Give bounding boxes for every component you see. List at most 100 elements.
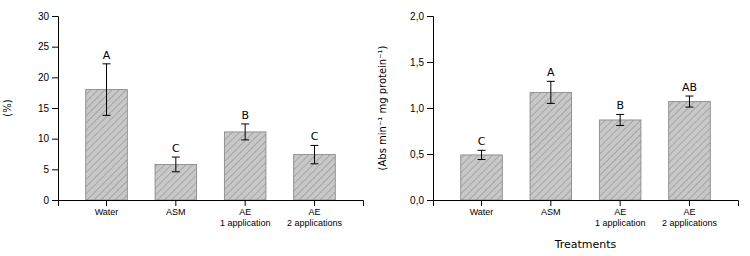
y-tick-mark bbox=[52, 16, 58, 17]
x-tick-label: Water bbox=[470, 207, 494, 217]
error-bar bbox=[547, 81, 555, 103]
y-tick-mark bbox=[427, 200, 433, 201]
bar bbox=[669, 102, 711, 200]
x-tick: Water bbox=[470, 200, 494, 217]
y-axis-line bbox=[52, 17, 59, 201]
x-tick-mark bbox=[689, 200, 690, 206]
error-bar-stem bbox=[689, 96, 690, 107]
y-tick-mark bbox=[52, 108, 58, 109]
plot-area bbox=[461, 81, 711, 200]
y-tick: 1,0 bbox=[410, 103, 433, 114]
error-bar-cap bbox=[103, 63, 111, 64]
error-bar-stem bbox=[481, 150, 482, 159]
error-bar-cap bbox=[241, 123, 249, 124]
x-axis-title: Treatments bbox=[554, 238, 617, 251]
significance-letter: A bbox=[547, 66, 555, 79]
significance-letter: B bbox=[616, 99, 624, 112]
error-bar bbox=[478, 150, 486, 159]
y-tick-label: 25 bbox=[38, 41, 50, 52]
x-tick: Water bbox=[95, 200, 119, 217]
bar bbox=[461, 155, 503, 200]
error-bar-cap bbox=[103, 115, 111, 116]
x-tick-label: ASM bbox=[541, 207, 561, 217]
x-tick: AE2 applications bbox=[287, 200, 343, 228]
y-tick: 5 bbox=[43, 164, 58, 175]
y-tick-label: 5 bbox=[43, 164, 49, 175]
error-bar bbox=[172, 157, 180, 172]
y-tick-label: 30 bbox=[38, 11, 50, 22]
error-bar-stem bbox=[175, 157, 176, 172]
error-bar bbox=[685, 96, 693, 107]
y-tick: 0,5 bbox=[410, 149, 433, 160]
x-axis: Water ASM AE1 application AE2 applications bbox=[434, 200, 739, 228]
error-bar-cap bbox=[547, 103, 555, 104]
y-tick-label: 0 bbox=[43, 195, 49, 206]
y-tick-label: 0,0 bbox=[410, 195, 424, 206]
x-tick: ASM bbox=[541, 200, 561, 217]
x-tick-label: AE2 applications bbox=[662, 207, 718, 227]
significance-letter: C bbox=[172, 142, 180, 155]
y-axis: 0,0 0,5 1,0 1,5 2,0 bbox=[410, 11, 433, 206]
x-axis-line bbox=[434, 201, 739, 207]
y-axis-line bbox=[427, 17, 434, 201]
y-tick: 2,0 bbox=[410, 11, 433, 22]
x-tick-label: ASM bbox=[166, 207, 186, 217]
error-bar-cap bbox=[616, 114, 624, 115]
bar bbox=[224, 132, 266, 200]
significance-letter: C bbox=[311, 130, 319, 143]
y-tick: 15 bbox=[38, 103, 58, 114]
error-bar-stem bbox=[620, 114, 621, 125]
y-tick-label: 10 bbox=[38, 133, 50, 144]
significance-letter: AB bbox=[682, 81, 697, 94]
y-tick-label: 15 bbox=[38, 103, 50, 114]
y-tick-mark bbox=[52, 169, 58, 170]
significance-letter: A bbox=[103, 49, 111, 62]
x-tick: AE1 application bbox=[595, 200, 646, 228]
error-bar bbox=[241, 124, 249, 140]
x-tick-label: Water bbox=[95, 207, 119, 217]
error-bar-cap bbox=[478, 159, 486, 160]
y-axis: 0 5 10 15 20 25 30 bbox=[38, 11, 59, 206]
error-bar-cap bbox=[547, 81, 555, 82]
x-tick-mark bbox=[550, 200, 551, 206]
x-tick-mark bbox=[314, 200, 315, 206]
error-bar-stem bbox=[314, 145, 315, 163]
plot-area bbox=[86, 64, 336, 200]
y-tick: 20 bbox=[38, 72, 58, 83]
bar bbox=[530, 92, 572, 200]
y-tick-mark bbox=[427, 108, 433, 109]
y-tick-label: 2,0 bbox=[410, 11, 424, 22]
y-tick-label: 1,0 bbox=[410, 103, 424, 114]
y-tick-mark bbox=[427, 16, 433, 17]
error-bar-cap bbox=[616, 125, 624, 126]
annotations: CABAB bbox=[478, 66, 697, 148]
x-axis-line bbox=[59, 201, 364, 207]
x-axis: WaterASMAE1 applicationAE2 applications bbox=[59, 200, 364, 228]
y-tick-label: 0,5 bbox=[410, 149, 424, 160]
y-tick: 1,5 bbox=[410, 57, 433, 68]
error-bar-cap bbox=[685, 107, 693, 108]
error-bar-stem bbox=[550, 81, 551, 103]
error-bar-cap bbox=[685, 96, 693, 97]
error-bar-cap bbox=[241, 139, 249, 140]
y-tick-label: 20 bbox=[38, 72, 50, 83]
y-tick: 25 bbox=[38, 41, 58, 52]
error-bar-cap bbox=[310, 163, 318, 164]
error-bar-cap bbox=[478, 150, 486, 151]
error-bar bbox=[103, 64, 111, 116]
panel: 0,0 0,5 1,0 1,5 2,0 Water ASM AE1 application AE… bbox=[377, 11, 738, 251]
error-bar-cap bbox=[172, 157, 180, 158]
y-tick-mark bbox=[52, 139, 58, 140]
panel: 051015202530WaterASMAE1 applicationAE2 a… bbox=[2, 11, 363, 228]
annotations: ACBC bbox=[103, 49, 319, 155]
error-bar bbox=[310, 145, 318, 163]
y-tick: 0,0 bbox=[410, 195, 433, 206]
y-tick: 10 bbox=[38, 133, 58, 144]
x-tick-label: AE2 applications bbox=[287, 207, 343, 227]
y-axis-title: (Abs min⁻¹ mg protein⁻¹) bbox=[377, 46, 388, 171]
error-bar-stem bbox=[245, 124, 246, 140]
chart-canvas: 0 5 10 15 20 25 30 Water ASM AE1 application AE2 a… bbox=[0, 0, 750, 256]
y-tick-mark bbox=[52, 200, 58, 201]
x-tick-mark bbox=[175, 200, 176, 206]
significance-letter: C bbox=[478, 135, 486, 148]
